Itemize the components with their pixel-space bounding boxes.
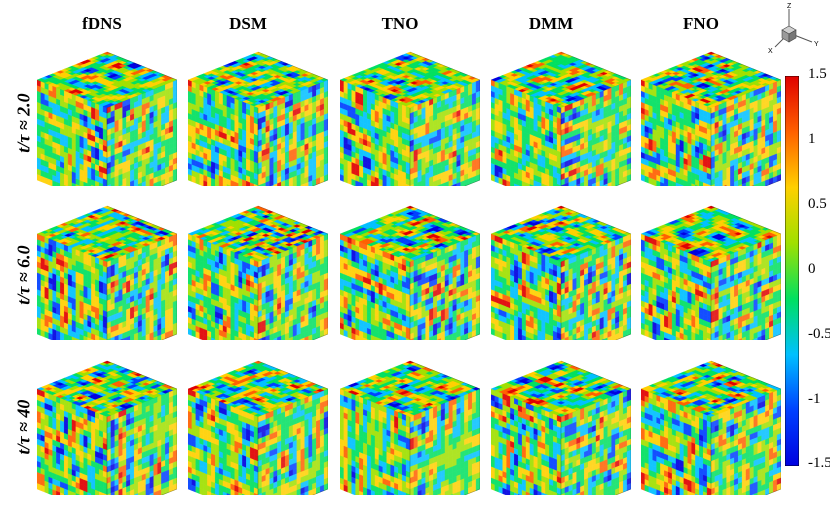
cube-face-left [641,233,712,340]
cube-face-top [641,205,781,263]
cube-face-right [409,79,480,186]
cube-edges [257,51,328,186]
cube-edges [409,205,480,340]
cube-face-top [340,360,480,418]
cube-edges [106,205,177,340]
colorbar-tick-label: 1 [808,131,816,147]
cube-face-right [710,79,781,186]
cube-face-left [37,233,108,340]
cube-edges [106,51,177,186]
cube-face-right [106,388,177,495]
colorbar-tick-label: 0 [808,261,816,277]
cube-face-right [560,233,631,340]
cube-face-right [409,388,480,495]
cube-fdns-t6 [37,205,177,340]
cube-face-top [188,360,328,418]
cube-fno-t40 [641,360,781,495]
axes-triad-icon: Z X Y [768,3,819,55]
colorbar-tick-label: -1 [808,391,821,407]
cube-face-top [641,51,781,109]
cube-face-top [641,360,781,418]
cube-face-right [560,79,631,186]
cube-edges [257,205,328,340]
cube-dmm-t40 [491,360,631,495]
column-title-tno: TNO [381,14,419,33]
cube-face-top [340,205,480,263]
column-title-fno: FNO [683,14,719,33]
cube-face-right [560,388,631,495]
colorbar-tick-label: -1.5 [808,455,830,471]
cube-tno-t40 [340,360,480,495]
cube-face-left [188,388,259,495]
cube-face-right [106,233,177,340]
cube-face-top [37,51,177,109]
cube-face-left [188,79,259,186]
cube-edges [710,360,781,495]
cube-face-right [710,388,781,495]
cube-face-left [641,388,712,495]
cube-face-right [710,233,781,340]
cube-face-right [257,79,328,186]
column-title-dsm: DSM [229,14,267,33]
cube-fno-t6 [641,205,781,340]
cube-edges [409,51,480,186]
cube-dsm-t2 [188,51,328,186]
cube-face-left [491,79,562,186]
cube-face-left [340,79,411,186]
cube-edges [560,51,631,186]
cube-face-left [491,233,562,340]
cube-face-top [188,51,328,109]
cube-edges [409,360,480,495]
cube-fdns-t40 [37,360,177,495]
cube-fno-t2 [641,51,781,186]
colorbar-tick-label: 0.5 [808,196,827,212]
axis-y-label: Y [814,41,819,48]
cube-face-left [491,388,562,495]
cube-dmm-t6 [491,205,631,340]
cube-edges [560,205,631,340]
cube-face-right [257,388,328,495]
column-title-fdns: fDNS [82,14,122,33]
cube-edges [710,205,781,340]
cube-tno-t2 [340,51,480,186]
cube-face-left [188,233,259,340]
colorbar-tick-label: -0.5 [808,326,830,342]
cube-face-top [340,51,480,109]
cube-fdns-t2 [37,51,177,186]
cube-tno-t6 [340,205,480,340]
cube-edges [257,360,328,495]
cube-dsm-t40 [188,360,328,495]
cube-edges [560,360,631,495]
cube-face-right [106,79,177,186]
cube-face-left [340,388,411,495]
axis-x-label: X [768,48,773,55]
cube-face-right [257,233,328,340]
column-title-dmm: DMM [528,14,574,33]
colorbar [785,76,799,466]
cube-face-left [641,79,712,186]
cube-face-right [409,233,480,340]
cube-face-left [340,233,411,340]
cube-face-left [37,388,108,495]
cube-edges [106,360,177,495]
cube-face-top [37,205,177,263]
cube-dmm-t2 [491,51,631,186]
cube-face-top [491,360,631,418]
cube-face-top [37,360,177,418]
axis-z-label: Z [787,3,792,10]
cube-edges [710,51,781,186]
colorbar-tick-label: 1.5 [808,66,827,82]
cube-dsm-t6 [188,205,328,340]
cube-face-top [188,205,328,263]
cube-face-top [491,51,631,109]
